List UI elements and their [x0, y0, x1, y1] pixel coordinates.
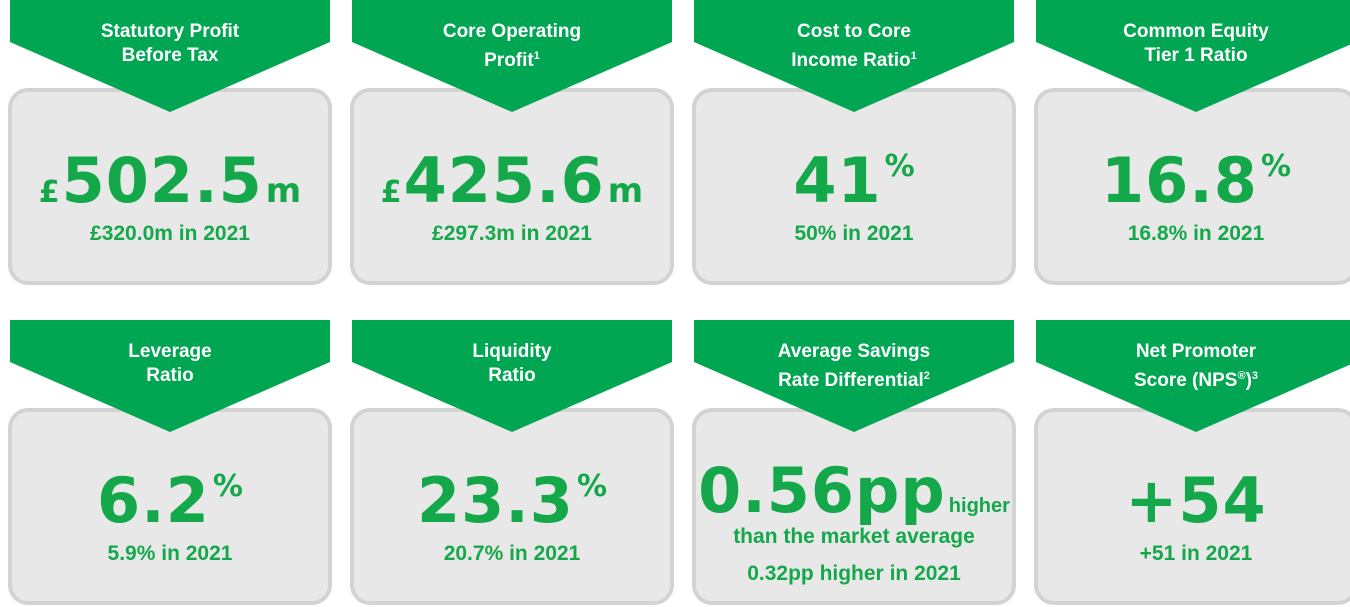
- value-suffix: %: [884, 149, 915, 184]
- card-title: Statutory Profit Before Tax: [10, 20, 330, 68]
- value-suffix: %: [576, 469, 608, 504]
- comparison: £320.0m in 2021: [90, 222, 250, 245]
- value-suffix: %: [1260, 149, 1292, 184]
- title-line: Tier 1 Ratio: [1036, 44, 1350, 68]
- card-shape: [692, 0, 1016, 285]
- title-text: Profit: [484, 50, 534, 71]
- value: 41%: [694, 150, 1014, 212]
- comparison: £297.3m in 2021: [432, 222, 592, 245]
- value-number: 16.8: [1100, 144, 1258, 217]
- value-number: 0.56pp: [698, 454, 946, 527]
- title-banner: [352, 320, 672, 432]
- card-shape: [8, 320, 332, 605]
- title-banner: [1036, 320, 1350, 432]
- comparison: 50% in 2021: [794, 222, 914, 245]
- card-title: Cost to Core Income Ratio1: [694, 20, 1014, 73]
- title-text: Ratio: [488, 365, 536, 386]
- footnote-mark: 3: [1251, 370, 1259, 382]
- title-line: Common Equity: [1036, 20, 1350, 44]
- title-text: Net Promoter: [1135, 341, 1257, 362]
- comparison: 0.32pp higher in 2021: [747, 562, 961, 585]
- value-prefix: £: [38, 175, 60, 210]
- comparison: 16.8% in 2021: [1127, 222, 1265, 245]
- value-number: 23.3: [416, 464, 574, 537]
- comparison: +51 in 2021: [1139, 542, 1253, 565]
- card-shape: [1034, 320, 1350, 605]
- value: £502.5 m: [10, 150, 330, 212]
- title-text: Leverage: [128, 341, 212, 362]
- title-text: Income Ratio: [791, 50, 911, 71]
- title-line: Rate Differential2: [694, 364, 1014, 393]
- comparison: 5.9% in 2021: [107, 542, 233, 565]
- card-shape: [350, 320, 674, 605]
- title-line: Statutory Profit: [10, 20, 330, 44]
- card-title: Leverage Ratio: [10, 340, 330, 388]
- value-number: 502.5: [61, 144, 263, 217]
- value: +54: [1036, 470, 1350, 532]
- footnote-mark: 2: [923, 370, 930, 382]
- title-line: Income Ratio1: [694, 44, 1014, 73]
- card-title: Liquidity Ratio: [352, 340, 672, 388]
- title-text: ): [1245, 370, 1252, 391]
- value-prefix: £: [380, 175, 402, 210]
- comparison: 20.7% in 2021: [443, 542, 581, 565]
- value-number: 41: [793, 144, 882, 217]
- value: 0.56pp higher: [694, 460, 1014, 522]
- card-title: Average Savings Rate Differential2: [694, 340, 1014, 393]
- title-banner: [1036, 0, 1350, 112]
- title-text: Common Equity: [1123, 21, 1269, 42]
- title-text: Core Operating: [442, 21, 582, 42]
- value-suffix: m: [607, 171, 644, 211]
- title-line: Score (NPS®)3: [1036, 364, 1350, 393]
- value: 6.2%: [10, 470, 330, 532]
- title-banner: [352, 0, 672, 112]
- title-line: Profit1: [352, 44, 672, 73]
- title-line: Ratio: [352, 364, 672, 388]
- title-banner: [694, 320, 1014, 432]
- title-line: Ratio: [10, 364, 330, 388]
- value: 23.3%: [352, 470, 672, 532]
- card-title: Core Operating Profit1: [352, 20, 672, 73]
- value-suffix: m: [265, 171, 302, 211]
- card-shape: [8, 0, 332, 285]
- title-text: Before Tax: [121, 45, 219, 66]
- card-shape: [350, 0, 674, 285]
- title-line: Net Promoter: [1036, 340, 1350, 364]
- footnote-mark: 1: [910, 50, 917, 62]
- card-title: Net Promoter Score (NPS®)3: [1036, 340, 1350, 393]
- value-number: +54: [1125, 464, 1267, 537]
- card-title: Common Equity Tier 1 Ratio: [1036, 20, 1350, 68]
- title-text: Rate Differential: [778, 370, 924, 391]
- title-banner: [694, 0, 1014, 112]
- title-text: Cost to Core: [797, 21, 911, 42]
- value-number: 425.6: [403, 144, 605, 217]
- title-line: Average Savings: [694, 340, 1014, 364]
- value: 16.8%: [1036, 150, 1350, 212]
- footnote-mark: ®: [1237, 370, 1246, 382]
- value-note: than the market average: [733, 525, 975, 548]
- value-suffix: higher: [948, 495, 1010, 517]
- title-line: Leverage: [10, 340, 330, 364]
- title-banner: [10, 320, 330, 432]
- footnote-mark: 1: [533, 50, 540, 62]
- value-suffix: %: [212, 469, 243, 504]
- title-text: Tier 1 Ratio: [1144, 45, 1248, 66]
- card-shape: [1034, 0, 1350, 285]
- value: £425.6 m: [352, 150, 672, 212]
- title-banner: [10, 0, 330, 112]
- title-line: Liquidity: [352, 340, 672, 364]
- value-number: 6.2: [97, 464, 210, 537]
- title-line: Before Tax: [10, 44, 330, 68]
- title-line: Core Operating: [352, 20, 672, 44]
- title-text: Average Savings: [777, 341, 931, 362]
- card-shape: [692, 320, 1016, 605]
- title-line: Cost to Core: [694, 20, 1014, 44]
- title-text: Liquidity: [472, 341, 552, 362]
- title-text: Statutory Profit: [100, 21, 240, 42]
- title-text: Score (NPS: [1133, 370, 1238, 391]
- title-text: Ratio: [146, 365, 194, 386]
